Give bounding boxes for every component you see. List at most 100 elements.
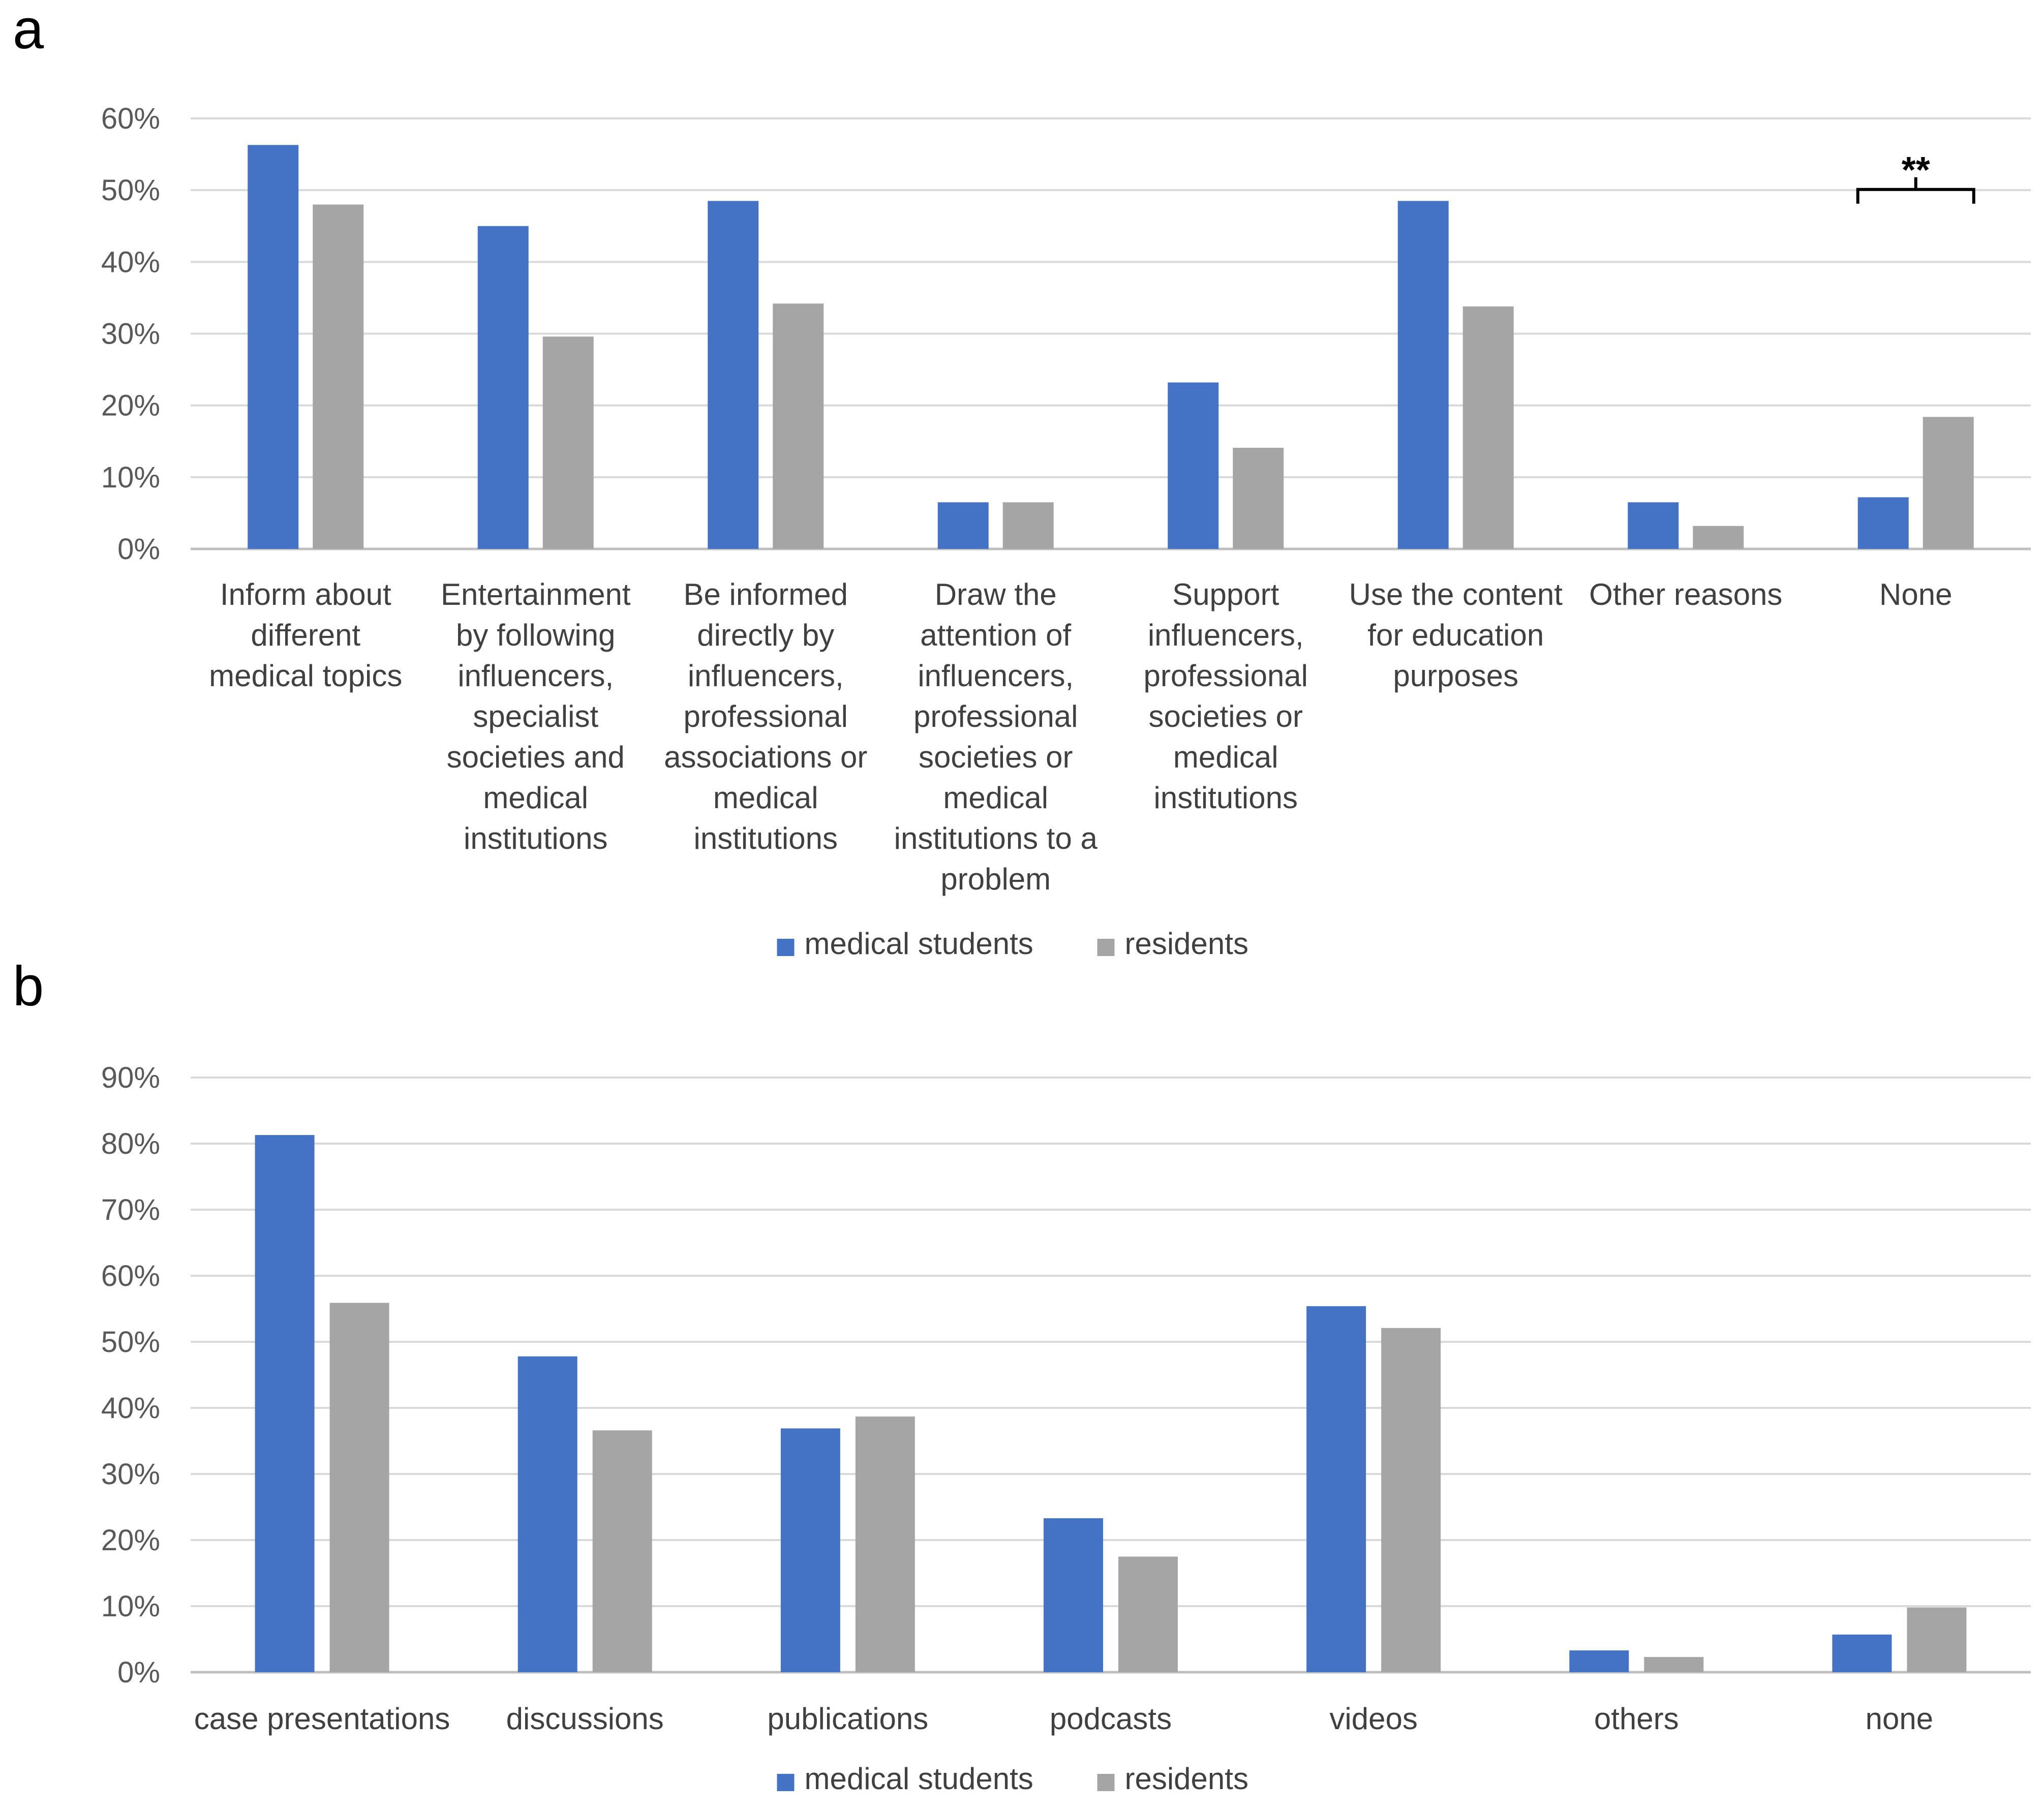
significance-bracket <box>1856 177 1975 204</box>
legend-swatch-medical-students <box>777 939 795 956</box>
y-tick-label: 90% <box>101 1061 160 1094</box>
category-label-line: specialist <box>473 699 598 733</box>
significance-label: ** <box>1902 150 1930 191</box>
bar-medical-students <box>248 145 299 549</box>
category-label: Support influencers, professional societies… <box>1143 577 1308 815</box>
category-label-line: institutions <box>694 821 838 855</box>
y-tick-label: 30% <box>101 1458 160 1491</box>
category-label-line: discussions <box>506 1702 664 1736</box>
category-label-line: societies or <box>1149 699 1303 733</box>
category-label-line: podcasts <box>1050 1702 1172 1736</box>
category-label-line: associations or <box>664 740 867 774</box>
category-label: others <box>1594 1702 1679 1736</box>
legend-label: residents <box>1125 927 1248 961</box>
y-tick-label: 20% <box>101 1524 160 1557</box>
category-label-line: professional <box>913 699 1078 733</box>
category-label-line: influencers, <box>1148 618 1304 652</box>
category-label-line: case presentations <box>194 1702 450 1736</box>
category-label: Entertainment by following influencers, spe… <box>441 577 631 855</box>
category-label: case presentations <box>194 1702 450 1736</box>
bar-residents <box>1462 306 1514 549</box>
y-tick-label: 60% <box>101 102 160 135</box>
panel-letter: b <box>13 955 44 1018</box>
bar-medical-students <box>517 1356 577 1672</box>
category-label: Draw the attention of influencers, professi… <box>894 577 1098 896</box>
y-tick-label: 50% <box>101 174 160 207</box>
category-label-line: others <box>1594 1702 1679 1736</box>
category-label: podcasts <box>1050 1702 1172 1736</box>
category-label-line: influencers, <box>457 659 614 693</box>
category-label: Inform about different medical topics <box>209 577 402 693</box>
category-label: Use the content for education purposes <box>1349 577 1563 693</box>
category-label-line: videos <box>1329 1702 1417 1736</box>
category-label-line: institutions to a <box>894 821 1098 855</box>
category-label-line: medical <box>943 781 1048 815</box>
category-label-line: Use the content <box>1349 577 1563 611</box>
y-tick-label: 20% <box>101 389 160 422</box>
legend-swatch-residents <box>1097 939 1115 956</box>
bar-residents <box>773 303 824 549</box>
bar-residents <box>329 1303 389 1672</box>
legend-label: residents <box>1125 1762 1248 1796</box>
bar-medical-students <box>1306 1306 1366 1672</box>
category-label: none <box>1866 1702 1933 1736</box>
category-label-line: for education <box>1367 618 1544 652</box>
category-label-line: Inform about <box>220 577 391 611</box>
y-tick-label: 40% <box>101 245 160 279</box>
bar-medical-students <box>1569 1650 1629 1672</box>
bar-medical-students <box>1168 382 1219 549</box>
bar-medical-students <box>1044 1518 1103 1672</box>
category-label-line: influencers, <box>918 659 1074 693</box>
bar-residents <box>1002 502 1054 549</box>
category-label: publications <box>767 1702 928 1736</box>
bar-medical-students <box>477 226 529 549</box>
legend-label: medical students <box>805 927 1033 961</box>
category-label-line: medical <box>713 781 818 815</box>
category-label-line: institutions <box>464 821 607 855</box>
category-label-line: Draw the <box>935 577 1057 611</box>
bar-residents <box>1381 1328 1441 1672</box>
bar-residents <box>1233 447 1284 549</box>
panel-letter: a <box>13 0 44 60</box>
bar-residents <box>1923 417 1974 549</box>
category-label-line: None <box>1879 577 1952 611</box>
category-label-line: societies and <box>447 740 625 774</box>
category-label-line: societies or <box>919 740 1073 774</box>
bar-residents <box>1644 1657 1704 1672</box>
legend: medical students residents <box>777 927 1248 961</box>
category-label-line: medical topics <box>209 659 402 693</box>
y-tick-label: 80% <box>101 1127 160 1160</box>
y-tick-label: 0% <box>117 1656 160 1689</box>
bar-medical-students <box>255 1135 315 1672</box>
bar-residents <box>1693 526 1744 549</box>
bar-residents <box>855 1416 915 1672</box>
y-tick-label: 10% <box>101 1590 160 1623</box>
bar-residents <box>1118 1556 1178 1672</box>
legend: medical students residents <box>777 1762 1248 1796</box>
bar-medical-students <box>1832 1634 1892 1672</box>
chart-panel-a: a 0% 10% 20% 30% 40% 50% 60% Inform about differe… <box>13 0 2031 961</box>
category-label-line: influencers, <box>688 659 844 693</box>
bar-medical-students <box>708 201 759 549</box>
category-label-line: institutions <box>1154 781 1298 815</box>
bar-medical-students <box>937 502 989 549</box>
category-label-line: Support <box>1172 577 1279 611</box>
legend-label: medical students <box>805 1762 1033 1796</box>
category-label-line: Other reasons <box>1589 577 1782 611</box>
category-label: Other reasons <box>1589 577 1782 611</box>
category-label-line: professional <box>1143 659 1308 693</box>
bar-medical-students <box>1628 502 1679 549</box>
category-label-line: medical <box>483 781 588 815</box>
category-label-line: problem <box>940 862 1051 896</box>
chart-panel-b: b 0% 10% 20% 30% 40% 50% 60% 70% 80% 90% case prese… <box>13 955 2031 1796</box>
y-tick-label: 60% <box>101 1259 160 1293</box>
y-tick-label: 70% <box>101 1193 160 1226</box>
category-label: videos <box>1329 1702 1417 1736</box>
bar-medical-students <box>1857 497 1909 549</box>
y-tick-label: 0% <box>117 533 160 566</box>
y-tick-label: 10% <box>101 461 160 494</box>
category-label: None <box>1879 577 1952 611</box>
category-label-line: by following <box>456 618 616 652</box>
bar-residents <box>592 1430 652 1672</box>
